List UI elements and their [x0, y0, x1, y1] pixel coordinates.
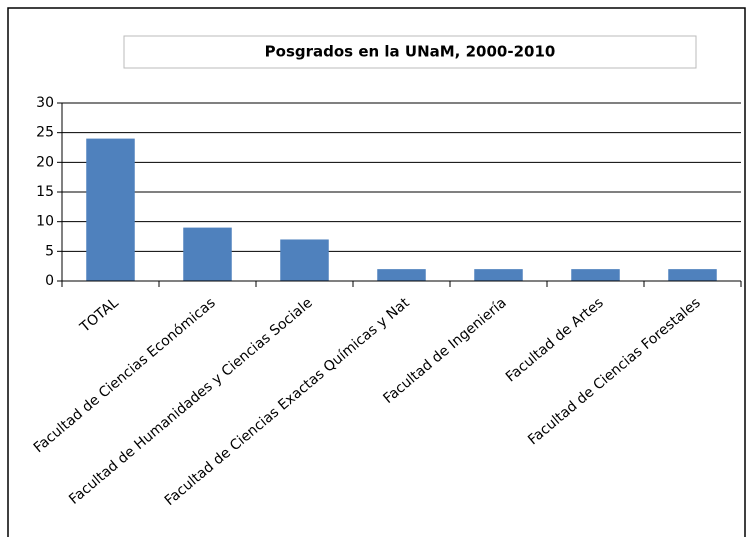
- y-tick-label: 0: [45, 273, 54, 289]
- y-tick-label: 25: [36, 125, 54, 141]
- title-box: [123, 35, 697, 69]
- y-tick-label: 15: [36, 184, 54, 200]
- y-tick-label: 5: [45, 243, 54, 259]
- y-tick-label: 20: [36, 154, 54, 170]
- bar: [377, 269, 426, 281]
- y-tick-label: 30: [36, 95, 54, 111]
- bar: [668, 269, 717, 281]
- bar: [183, 227, 232, 281]
- bar: [571, 269, 620, 281]
- chart-title: Posgrados en la UNaM, 2000-2010: [265, 43, 556, 61]
- bar: [280, 239, 329, 281]
- bar: [474, 269, 523, 281]
- bar: [86, 138, 135, 281]
- y-tick-label: 10: [36, 214, 54, 230]
